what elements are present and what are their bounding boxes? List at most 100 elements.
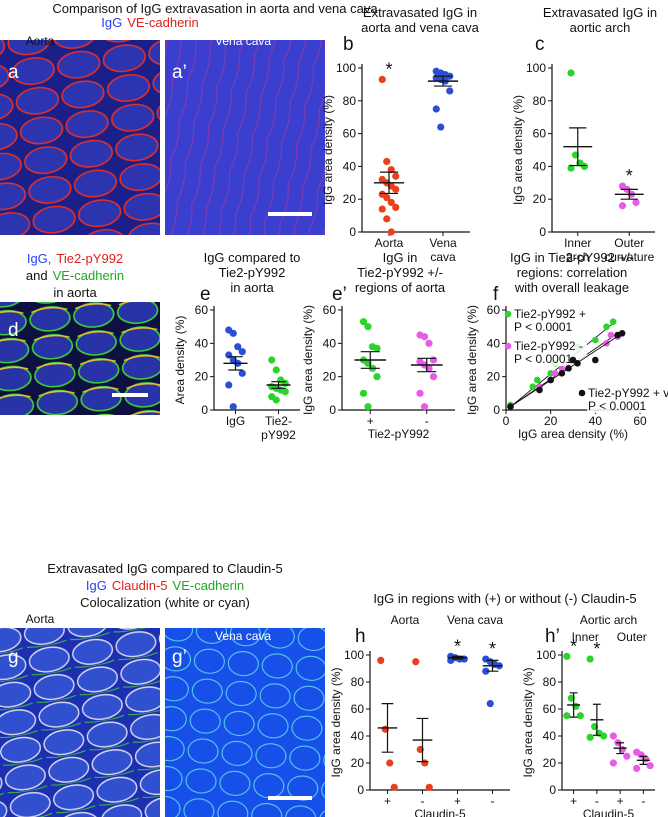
chart-title: IgG in Tie2-pY992 +/-regions: correlatio… bbox=[510, 250, 634, 295]
error-bar bbox=[569, 692, 578, 718]
y-axis-label: IgG area density (%) bbox=[329, 667, 343, 777]
stain-labels: IgG Claudin-5 VE-cadherin bbox=[86, 578, 244, 593]
error-bar bbox=[417, 357, 437, 373]
stain-name: and bbox=[26, 268, 48, 283]
dot bbox=[238, 369, 246, 377]
y-tick-label: 20 bbox=[487, 370, 501, 384]
stain-name: IgG bbox=[101, 15, 122, 30]
y-tick-label: 80 bbox=[533, 94, 547, 108]
legend-label: Tie2-pY992 - bbox=[514, 339, 583, 353]
dot bbox=[416, 389, 424, 397]
y-tick-label: 20 bbox=[343, 192, 357, 206]
dot bbox=[378, 75, 386, 84]
dot bbox=[373, 373, 381, 381]
dot bbox=[563, 652, 571, 660]
micrograph bbox=[0, 40, 160, 235]
y-tick-label: 60 bbox=[487, 303, 501, 317]
x-tick-label: + bbox=[570, 794, 577, 808]
y-tick-label: 100 bbox=[336, 61, 356, 75]
dot bbox=[229, 329, 237, 337]
significance-star: * bbox=[385, 59, 392, 79]
panel-letter: a bbox=[8, 62, 19, 83]
x-axis-label: IgG area density (%) bbox=[518, 427, 628, 441]
error-bar bbox=[486, 659, 499, 672]
stain-label: and VE-cadherin bbox=[26, 268, 124, 283]
dot bbox=[386, 759, 394, 767]
scatter-point bbox=[607, 331, 615, 339]
legend-bg bbox=[587, 385, 661, 413]
dot bbox=[437, 123, 445, 131]
stain-name: VE-cadherin bbox=[173, 578, 245, 593]
group-label: Outer bbox=[617, 630, 647, 644]
x-tick-label: 20 bbox=[544, 414, 558, 428]
y-tick-label: 40 bbox=[351, 729, 365, 743]
dot bbox=[567, 69, 575, 77]
scatter-point bbox=[609, 318, 617, 325]
dot bbox=[364, 323, 372, 331]
x-tick-label: + bbox=[454, 794, 461, 808]
dot bbox=[567, 164, 575, 172]
panel-letter: f bbox=[493, 284, 499, 305]
scatter-point bbox=[529, 383, 537, 390]
chart-title: Extravasated IgG in aorta and vena cava bbox=[361, 5, 480, 35]
scatter-point bbox=[592, 356, 599, 364]
stain-labels: IgG, Tie2-pY992 and VE-cadherin in aorta bbox=[26, 251, 124, 300]
y-tick-label: 0 bbox=[201, 403, 208, 417]
x-tick-label: Outer curvature bbox=[604, 236, 654, 264]
y-axis-label: IgG area density (%) bbox=[511, 95, 525, 205]
y-tick-label: 20 bbox=[533, 192, 547, 206]
dot bbox=[586, 733, 594, 741]
legend-note: P < 0.0001 bbox=[514, 352, 572, 366]
panel-letter: a’ bbox=[172, 62, 187, 83]
legend-marker bbox=[578, 389, 586, 397]
scatter-point bbox=[603, 323, 610, 330]
y-tick-label: 40 bbox=[343, 159, 357, 173]
error-bar bbox=[639, 755, 648, 765]
dot bbox=[446, 87, 454, 95]
group-label: Vena cava bbox=[447, 613, 503, 627]
dot bbox=[429, 373, 438, 381]
chart-title: IgG in Tie2-pY992 +/-regions of aorta bbox=[355, 250, 446, 295]
y-tick-label: 100 bbox=[526, 61, 546, 75]
dot bbox=[383, 215, 391, 223]
dot bbox=[412, 658, 420, 666]
x-tick-label: Aorta bbox=[375, 236, 404, 250]
y-tick-label: 20 bbox=[323, 370, 337, 384]
scatter-point bbox=[618, 330, 626, 337]
axis-line bbox=[341, 306, 455, 411]
x-tick-label: - bbox=[421, 794, 425, 808]
stain-name: in aorta bbox=[53, 285, 97, 300]
panel-letter: e bbox=[200, 284, 211, 305]
dot bbox=[272, 366, 280, 374]
dot bbox=[383, 193, 391, 202]
stain-label: IgG, Tie2-pY992 bbox=[27, 251, 123, 266]
y-tick-label: 60 bbox=[543, 702, 557, 716]
y-tick-label: 0 bbox=[349, 225, 356, 239]
dot bbox=[378, 205, 386, 213]
dot bbox=[387, 166, 395, 174]
chart-title: IgG compared to Tie2-pY992 in aorta bbox=[204, 250, 301, 295]
figure-title: Comparison of IgG extravasation in aorta… bbox=[52, 1, 378, 16]
x-tick-label: 60 bbox=[633, 414, 647, 428]
dot bbox=[609, 732, 617, 740]
y-tick-label: 40 bbox=[323, 336, 337, 350]
y-tick-label: 20 bbox=[543, 756, 557, 770]
significance-star: * bbox=[454, 636, 461, 656]
error-bar bbox=[381, 703, 394, 753]
scatter-point bbox=[592, 336, 599, 344]
dot bbox=[387, 198, 395, 207]
dot bbox=[238, 348, 246, 356]
y-axis-label: IgG area density (%) bbox=[301, 305, 315, 415]
scatter-point bbox=[551, 370, 559, 377]
error-bar bbox=[271, 381, 286, 389]
x-tick-label: Inner arch bbox=[564, 236, 591, 264]
dot bbox=[482, 667, 490, 675]
y-tick-label: 60 bbox=[323, 303, 337, 317]
x-tick-label: 40 bbox=[589, 414, 603, 428]
dot bbox=[364, 403, 372, 411]
significance-star: * bbox=[626, 166, 633, 186]
micrograph bbox=[165, 40, 325, 235]
legend-bg bbox=[513, 306, 587, 334]
dot bbox=[359, 318, 368, 326]
